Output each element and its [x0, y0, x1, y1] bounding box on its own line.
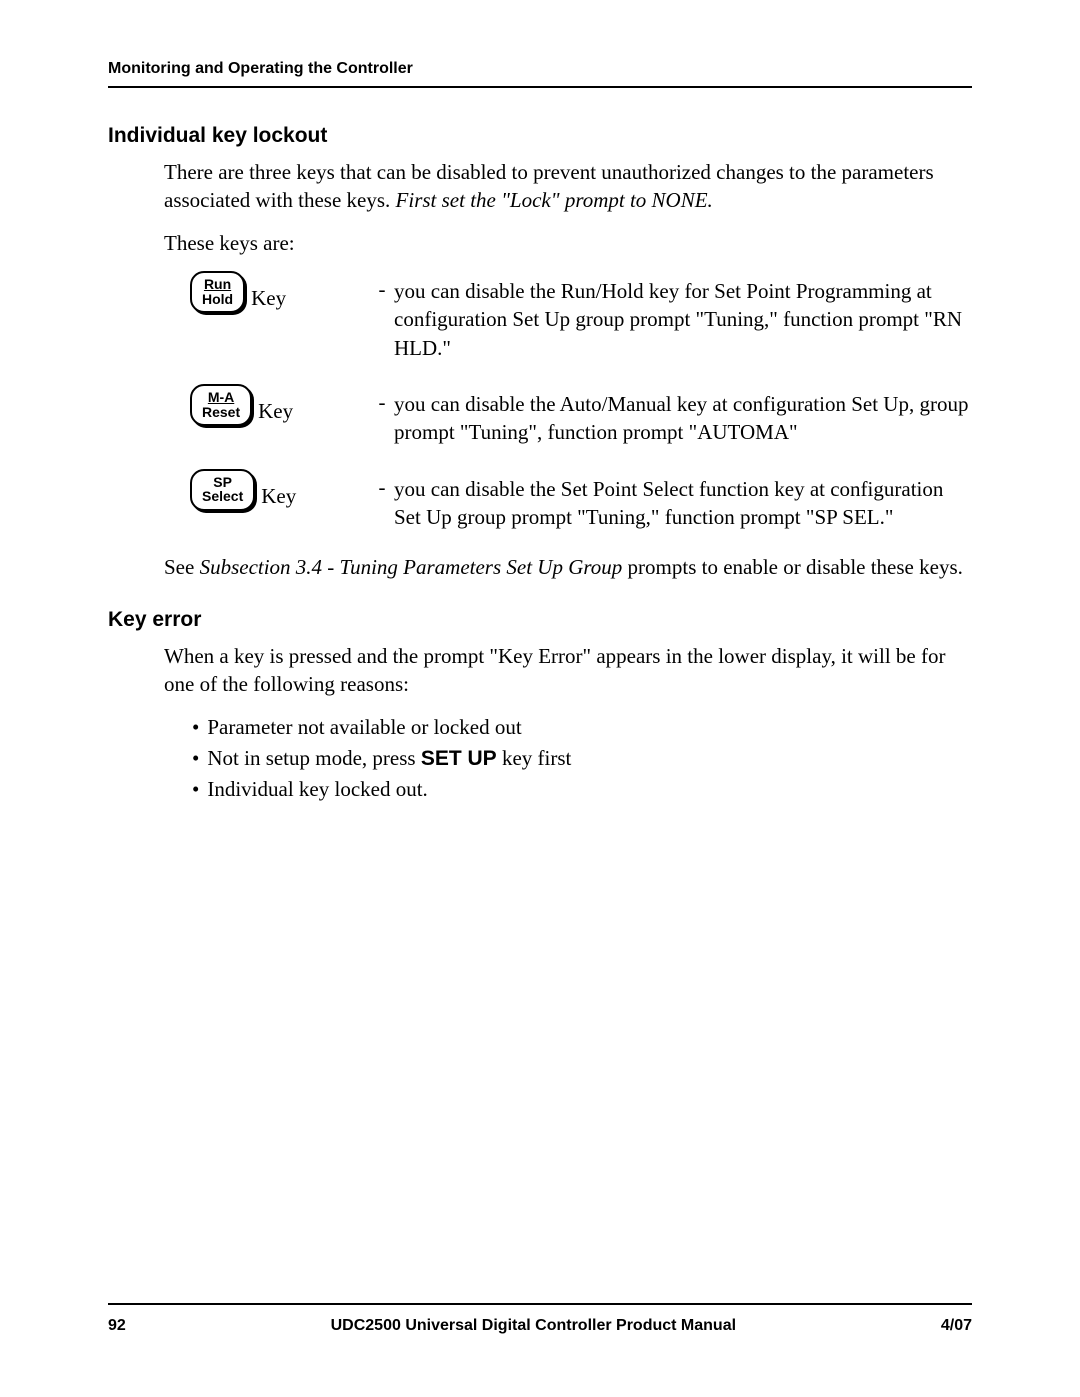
paragraph: See Subsection 3.4 - Tuning Parameters S… — [164, 553, 972, 581]
page-number: 92 — [108, 1317, 126, 1335]
footer-rule — [108, 1303, 972, 1305]
dash: - — [370, 469, 394, 500]
key-row: M-A Reset Key - you can disable the Auto… — [190, 384, 972, 447]
text: key first — [497, 746, 572, 770]
key-button-bottom: Hold — [202, 292, 233, 307]
list-item: • Not in setup mode, press SET UP key fi… — [192, 743, 972, 774]
run-hold-key-icon: Run Hold — [190, 271, 245, 313]
text: Not in setup mode, press — [207, 746, 420, 770]
key-description: you can disable the Auto/Manual key at c… — [394, 384, 972, 447]
key-cell: M-A Reset Key — [190, 384, 370, 426]
key-row: SP Select Key - you can disable the Set … — [190, 469, 972, 532]
text: See — [164, 555, 200, 579]
paragraph: When a key is pressed and the prompt "Ke… — [164, 642, 972, 699]
ma-reset-key-icon: M-A Reset — [190, 384, 252, 426]
text-bold: SET UP — [421, 747, 497, 770]
paragraph: There are three keys that can be disable… — [164, 158, 972, 215]
key-button-top: M-A — [202, 390, 240, 405]
text: prompts to enable or disable these keys. — [622, 555, 963, 579]
bullet-icon: • — [192, 774, 199, 804]
key-word: Key — [251, 286, 286, 313]
paragraph: These keys are: — [164, 229, 972, 257]
key-list: Run Hold Key - you can disable the Run/H… — [190, 271, 972, 531]
text-italic: Subsection 3.4 - Tuning Parameters Set U… — [200, 555, 623, 579]
key-button-bottom: Select — [202, 489, 243, 504]
key-row: Run Hold Key - you can disable the Run/H… — [190, 271, 972, 362]
dash: - — [370, 271, 394, 302]
key-word: Key — [261, 484, 296, 511]
key-cell: Run Hold Key — [190, 271, 370, 313]
key-description: you can disable the Run/Hold key for Set… — [394, 271, 972, 362]
key-button-bottom: Reset — [202, 405, 240, 420]
page-footer: 92 UDC2500 Universal Digital Controller … — [108, 1303, 972, 1335]
bullet-list: • Parameter not available or locked out … — [192, 712, 972, 804]
bullet-icon: • — [192, 712, 199, 742]
text: Parameter not available or locked out — [207, 712, 521, 742]
header-rule — [108, 86, 972, 88]
running-header: Monitoring and Operating the Controller — [108, 60, 972, 78]
footer-date: 4/07 — [941, 1317, 972, 1335]
key-description: you can disable the Set Point Select fun… — [394, 469, 972, 532]
list-item: • Parameter not available or locked out — [192, 712, 972, 742]
sp-select-key-icon: SP Select — [190, 469, 255, 511]
text: Individual key locked out. — [207, 774, 427, 804]
dash: - — [370, 384, 394, 415]
key-button-top: Run — [202, 277, 233, 292]
key-word: Key — [258, 399, 293, 426]
bullet-icon: • — [192, 743, 199, 774]
list-item: • Individual key locked out. — [192, 774, 972, 804]
heading-key-error: Key error — [108, 608, 972, 632]
footer-title: UDC2500 Universal Digital Controller Pro… — [126, 1317, 941, 1335]
heading-individual-key-lockout: Individual key lockout — [108, 124, 972, 148]
text-italic: First set the "Lock" prompt to NONE. — [396, 188, 713, 212]
key-cell: SP Select Key — [190, 469, 370, 511]
key-button-top: SP — [202, 475, 243, 490]
